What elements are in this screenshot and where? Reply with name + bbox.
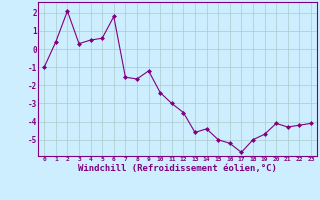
X-axis label: Windchill (Refroidissement éolien,°C): Windchill (Refroidissement éolien,°C)	[78, 164, 277, 173]
